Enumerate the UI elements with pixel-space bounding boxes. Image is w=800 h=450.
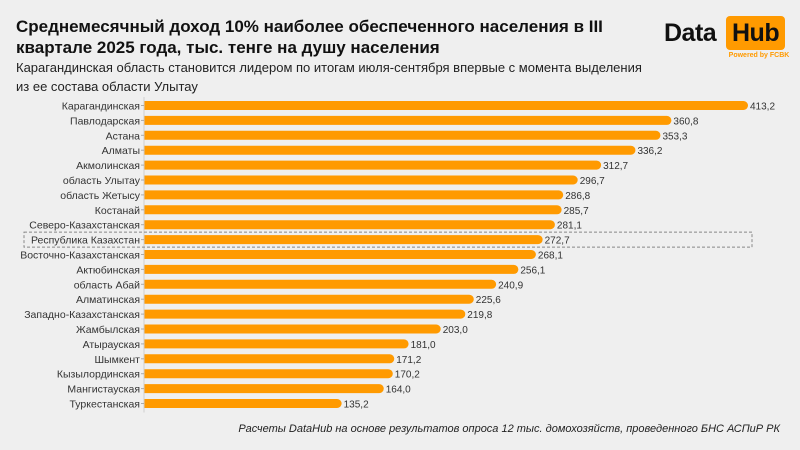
logo-word-data: Data: [664, 19, 717, 47]
value-label: 268,1: [538, 251, 563, 262]
value-label: 285,7: [564, 206, 589, 217]
value-label: 225,6: [476, 295, 501, 306]
value-label: 353,3: [662, 131, 687, 142]
value-label: 312,7: [603, 161, 628, 172]
category-label: Акмолинская: [76, 160, 140, 172]
value-label: 164,0: [386, 385, 411, 396]
bar: [144, 220, 555, 230]
bar: [144, 160, 602, 170]
logo-powered-by: Powered by FCBK: [728, 52, 790, 59]
bar: [144, 264, 519, 274]
bar: [144, 235, 543, 245]
category-label: область Абай: [74, 279, 140, 291]
chart-subtitle: Карагандинская область становится лидеро…: [16, 60, 642, 94]
value-label: 170,2: [395, 370, 420, 381]
category-label: Жамбылская: [76, 324, 140, 336]
bar: [144, 324, 441, 334]
bar-chart: Карагандинская 413,2 Павлодарская 360,8 Аста…: [20, 97, 775, 413]
logo-word-hub: Hub: [726, 16, 786, 50]
category-label: Республика Казахстан: [31, 235, 140, 247]
category-label: Карагандинская: [62, 101, 140, 113]
value-label: 272,7: [545, 236, 570, 247]
category-label: Алматинская: [76, 294, 140, 306]
category-label: область Улытау: [63, 175, 141, 187]
category-label: Атырауская: [83, 339, 140, 351]
highlight-box: [23, 231, 753, 248]
category-label: Актюбинская: [76, 264, 140, 276]
value-label: 286,8: [565, 191, 590, 202]
datahub-logo: Data Hub Powered by FCBK: [664, 16, 789, 64]
category-label: Северо-Казахстанская: [29, 220, 140, 232]
bar: [144, 279, 497, 289]
bar: [144, 294, 474, 304]
bar: [144, 384, 384, 394]
category-label: Шымкент: [94, 354, 140, 366]
bar: [144, 309, 466, 319]
category-label: Восточно-Казахстанская: [20, 250, 140, 262]
value-label: 219,8: [467, 310, 492, 321]
category-label: Костанай: [95, 205, 140, 217]
value-label: 281,1: [557, 221, 582, 232]
bar: [144, 130, 661, 140]
value-label: 296,7: [580, 176, 605, 187]
value-label: 171,2: [396, 355, 421, 366]
value-label: 181,0: [411, 340, 436, 351]
chart-title: Среднемесячный доход 10% наиболее обеспе…: [16, 17, 603, 57]
category-label: Туркестанская: [69, 399, 140, 411]
bar: [144, 369, 393, 379]
bar: [144, 339, 409, 349]
value-label: 360,8: [673, 116, 698, 127]
value-label: 336,2: [637, 146, 662, 157]
category-label: область Жетысу: [60, 190, 140, 202]
category-label: Алматы: [102, 145, 140, 157]
bar: [144, 205, 562, 215]
category-label: Кызылординская: [57, 369, 140, 381]
value-label: 135,2: [344, 400, 369, 411]
value-label: 203,0: [443, 325, 468, 336]
category-label: Западно-Казахстанская: [24, 309, 140, 321]
bar: [144, 190, 564, 200]
bar: [144, 354, 395, 364]
category-label: Мангистауская: [67, 384, 140, 396]
value-label: 256,1: [520, 265, 545, 276]
category-label: Астана: [106, 130, 141, 142]
bar: [144, 115, 672, 125]
bar: [144, 399, 342, 408]
category-label: Павлодарская: [70, 115, 140, 127]
source-footnote: Расчеты DataHub на основе результатов оп…: [238, 423, 780, 435]
bar: [144, 175, 578, 185]
bar: [144, 145, 636, 155]
value-label: 240,9: [498, 280, 523, 291]
value-label: 413,2: [750, 102, 775, 113]
bar: [144, 250, 536, 259]
bar: [144, 101, 748, 110]
